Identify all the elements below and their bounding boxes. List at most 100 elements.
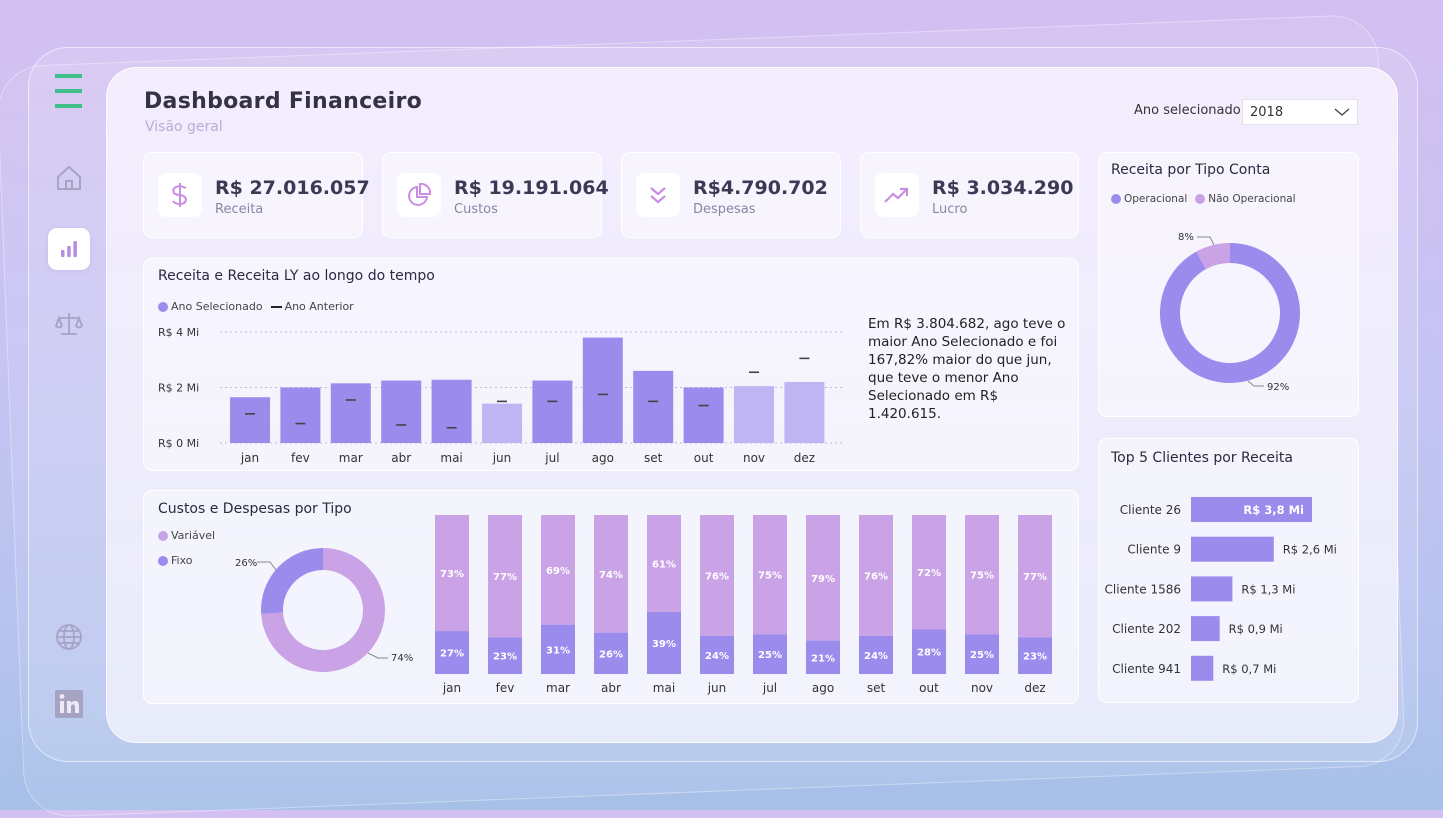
legend-fixed: Fixo	[158, 554, 192, 567]
slice-label-fixo: 26%	[235, 558, 257, 569]
y-tick-label: R$ 2 Mi	[158, 382, 199, 395]
nav-home[interactable]	[48, 157, 90, 199]
legend-variable: Variável	[158, 529, 215, 542]
scale-icon	[55, 313, 83, 335]
kpi-label: Receita	[215, 202, 264, 217]
bar-segment-fixo	[912, 629, 946, 674]
nav-web[interactable]	[48, 616, 90, 658]
bar-segment-fixo	[965, 634, 999, 674]
bar-ano-selecionado	[683, 387, 724, 443]
slice-nao-operacional	[1196, 243, 1230, 270]
data-label-variavel: 73%	[440, 569, 464, 580]
legend-swatch	[1195, 194, 1206, 204]
x-tick-label: out	[694, 451, 714, 465]
data-label-variavel: 75%	[758, 571, 782, 582]
leader-line	[367, 652, 388, 659]
slice-label-variavel: 74%	[391, 653, 413, 664]
data-label-variavel: 77%	[1023, 572, 1047, 583]
leader-line	[1247, 380, 1264, 387]
kpi-label: Despesas	[693, 202, 756, 217]
slice-label-operacional: 92%	[1267, 382, 1289, 393]
x-tick-label: set	[867, 681, 886, 695]
bar-ano-selecionado	[734, 386, 774, 443]
data-label-variavel: 79%	[811, 574, 835, 585]
legend-swatch	[158, 301, 168, 312]
top-clients-title: Top 5 Clientes por Receita	[1111, 450, 1293, 466]
menu-icon	[55, 74, 82, 108]
data-label-fixo: 31%	[546, 645, 570, 656]
bar-ano-selecionado	[280, 387, 321, 443]
menu-button[interactable]	[48, 71, 90, 113]
client-revenue-bar	[1191, 497, 1312, 522]
kpi-icon-box	[875, 173, 919, 217]
data-label-fixo: 23%	[1023, 652, 1047, 663]
bar-ano-selecionado	[532, 380, 573, 443]
x-tick-label: jan	[442, 681, 461, 695]
year-dropdown[interactable]: 2018	[1242, 99, 1358, 125]
kpi-icon-box	[636, 173, 680, 217]
kpi-label: Lucro	[932, 202, 968, 217]
nav-balance[interactable]	[48, 303, 90, 345]
kpi-value: R$ 3.034.290	[932, 177, 1074, 199]
nav-dashboard[interactable]	[48, 228, 90, 270]
bar-segment-fixo	[647, 611, 681, 674]
data-label-variavel: 61%	[652, 559, 676, 570]
data-label-variavel: 74%	[599, 570, 623, 581]
x-tick-label: fev	[496, 681, 515, 695]
revenue-bar-chart: R$ 0 Mi R$ 2 Mi R$ 4 Mi jan fev mar abr mai jun j…	[158, 326, 845, 465]
legend-swatch	[270, 305, 282, 308]
home-icon	[57, 165, 81, 190]
year-filter-label: Ano selecionado	[1134, 103, 1241, 118]
bar-chart-icon	[61, 241, 77, 257]
bar-segment-fixo	[806, 640, 840, 674]
data-label-fixo: 26%	[599, 649, 623, 660]
bar-segment-variavel	[965, 515, 999, 635]
leader-line	[1197, 236, 1215, 246]
account-type-legend: Operacional Não Operacional	[1111, 193, 1296, 205]
data-label-variavel: 76%	[705, 571, 729, 582]
top-clients-bar-chart: Cliente 26 R$ 3,8 Mi Cliente 9 R$ 2,6 Mi Cli…	[1105, 497, 1337, 681]
costs-donut-chart: 26% 74%	[235, 548, 413, 672]
bar-segment-fixo	[488, 637, 522, 674]
data-label-variavel: 72%	[917, 568, 941, 579]
dollar-icon	[172, 183, 188, 207]
x-tick-label: mar	[339, 451, 363, 465]
page-subtitle: Visão geral	[145, 119, 223, 135]
slice-operacional	[1160, 243, 1300, 383]
bar-segment-fixo	[859, 635, 893, 674]
legend-nonop-label: Não Operacional	[1208, 193, 1296, 205]
revenue-insight-text: Em R$ 3.804.682, ago teve o maior Ano Se…	[868, 316, 1066, 422]
kpi-icon-box	[397, 173, 441, 217]
data-label-fixo: 25%	[758, 650, 782, 661]
x-tick-label: ago	[812, 681, 834, 695]
legend-swatch	[158, 530, 168, 541]
kpi-card-custos: R$ 19.191.064 Custos	[382, 152, 609, 238]
legend-op-label: Operacional	[1124, 193, 1188, 205]
data-label-variavel: 76%	[864, 571, 888, 582]
slice-label-nao-operacional: 8%	[1178, 232, 1194, 243]
x-tick-label: out	[919, 681, 939, 695]
client-name: Cliente 202	[1112, 622, 1181, 636]
data-label-variavel: 77%	[493, 572, 517, 583]
bar-segment-fixo	[753, 634, 787, 674]
client-revenue-bar	[1191, 655, 1214, 681]
leader-line	[257, 561, 277, 571]
legend-previous-label: Ano Anterior	[284, 300, 354, 313]
x-tick-label: jul	[762, 681, 777, 695]
nav-linkedin[interactable]	[48, 683, 90, 725]
client-revenue-bar	[1191, 576, 1233, 602]
data-label-fixo: 24%	[705, 651, 729, 662]
legend-swatch	[158, 555, 168, 566]
bar-ano-selecionado	[582, 337, 623, 443]
client-revenue-label: R$ 2,6 Mi	[1283, 543, 1337, 557]
client-revenue-label: R$ 1,3 Mi	[1241, 582, 1295, 596]
client-revenue-bar	[1191, 536, 1274, 562]
chevron-down-icon	[1334, 108, 1350, 116]
top-clients-card: Top 5 Clientes por Receita	[1098, 438, 1359, 703]
pie-icon	[408, 183, 431, 206]
bar-ano-selecionado	[482, 403, 522, 443]
legend-variable-label: Variável	[171, 529, 216, 542]
data-label-variavel: 75%	[970, 571, 994, 582]
revenue-legend: Ano Selecionado Ano Anterior	[158, 300, 354, 313]
x-tick-label: nov	[971, 681, 993, 695]
